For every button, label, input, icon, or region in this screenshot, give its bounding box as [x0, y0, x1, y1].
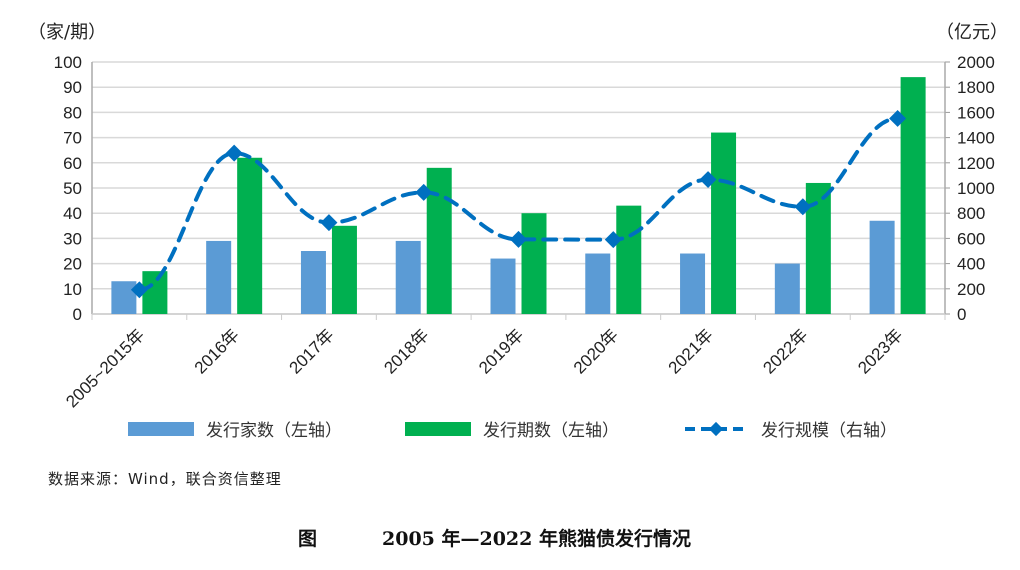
right-tick-label: 600: [957, 229, 985, 248]
legend-item-issuers: 发行家数（左轴）: [128, 416, 342, 441]
right-tick-label: 1200: [957, 154, 995, 173]
bar-issuers: [395, 240, 421, 314]
x-tick-label: 2016年: [191, 325, 243, 377]
bar-issuers: [585, 253, 611, 314]
bar-issuers: [774, 263, 800, 314]
line-point-marker: [225, 144, 243, 162]
line-point-marker: [604, 231, 622, 249]
bar-issuers: [869, 220, 895, 314]
right-tick-label: 400: [957, 255, 985, 274]
left-tick-label: 70: [63, 129, 82, 148]
legend-label: 发行期数（左轴）: [483, 421, 619, 441]
legend-item-scale: 发行规模（右轴）: [683, 416, 897, 441]
left-axis-unit: （家/期）: [28, 22, 107, 43]
x-tick-label: 2022年: [759, 325, 811, 377]
left-tick-label: 100: [54, 53, 82, 72]
right-tick-label: 800: [957, 204, 985, 223]
line-point-marker: [130, 281, 148, 299]
bar-issuers: [490, 258, 516, 314]
legend-line-diamond-icon: [685, 421, 747, 436]
x-tick-label: 2018年: [380, 325, 432, 377]
line-point-marker: [510, 230, 527, 248]
x-tick-label: 2023年: [854, 325, 906, 377]
right-tick-label: 2000: [957, 53, 995, 72]
data-source: 数据来源：Wind，联合资信整理: [48, 470, 282, 488]
left-tick-label: 10: [63, 280, 82, 299]
line-point-marker: [889, 109, 907, 127]
left-tick-label: 20: [63, 255, 82, 274]
right-tick-label: 1600: [957, 103, 995, 122]
bar-issuers: [300, 251, 326, 314]
x-tick-label: 2021年: [665, 325, 717, 377]
line-point-marker: [699, 171, 717, 189]
bar-issuers: [206, 240, 232, 314]
legend-swatch-green: [405, 421, 471, 436]
caption-title: 2005 年—2022 年熊猫债发行情况: [382, 528, 691, 550]
legend-label: 发行规模（右轴）: [761, 421, 897, 441]
left-tick-label: 60: [63, 154, 82, 173]
right-tick-label: 1400: [957, 129, 995, 148]
x-tick-label: 2017年: [286, 325, 338, 377]
bar-issues: [805, 182, 831, 314]
legend-swatch-blue: [128, 421, 194, 436]
legend-item-issues: 发行期数（左轴）: [405, 416, 619, 441]
bar-issues: [521, 213, 547, 314]
left-tick-label: 90: [63, 78, 82, 97]
bar-issues: [331, 225, 357, 314]
bar-issues: [900, 77, 926, 315]
bar-issuers: [680, 253, 706, 314]
line-point-marker: [415, 183, 433, 201]
right-tick-label: 1000: [957, 179, 995, 198]
left-tick-label: 30: [63, 229, 82, 248]
left-tick-label: 40: [63, 204, 82, 223]
bar-issues: [142, 271, 168, 314]
right-tick-label: 0: [957, 305, 966, 324]
right-axis-unit: （亿元）: [936, 22, 1008, 43]
legend-label: 发行家数（左轴）: [206, 421, 342, 441]
caption-label: 图: [298, 528, 318, 550]
bar-issues: [426, 167, 452, 314]
chart-svg: 0102030405060708090100020040060080010001…: [54, 53, 995, 411]
bar-issues: [616, 205, 642, 314]
legend: 发行家数（左轴） 发行期数（左轴） 发行规模（右轴）: [0, 416, 1020, 441]
right-tick-label: 200: [957, 280, 985, 299]
bar-issues: [237, 157, 263, 314]
line-point-marker: [320, 214, 338, 232]
line-point-marker: [794, 198, 812, 216]
x-tick-label: 2005~2015年: [62, 325, 148, 411]
left-tick-label: 0: [73, 305, 82, 324]
x-tick-label: 2019年: [475, 325, 527, 377]
left-tick-label: 80: [63, 103, 82, 122]
bar-issuers: [111, 281, 137, 314]
left-tick-label: 50: [63, 179, 82, 198]
x-tick-label: 2020年: [570, 325, 622, 377]
bar-issues: [711, 132, 737, 314]
right-tick-label: 1800: [957, 78, 995, 97]
